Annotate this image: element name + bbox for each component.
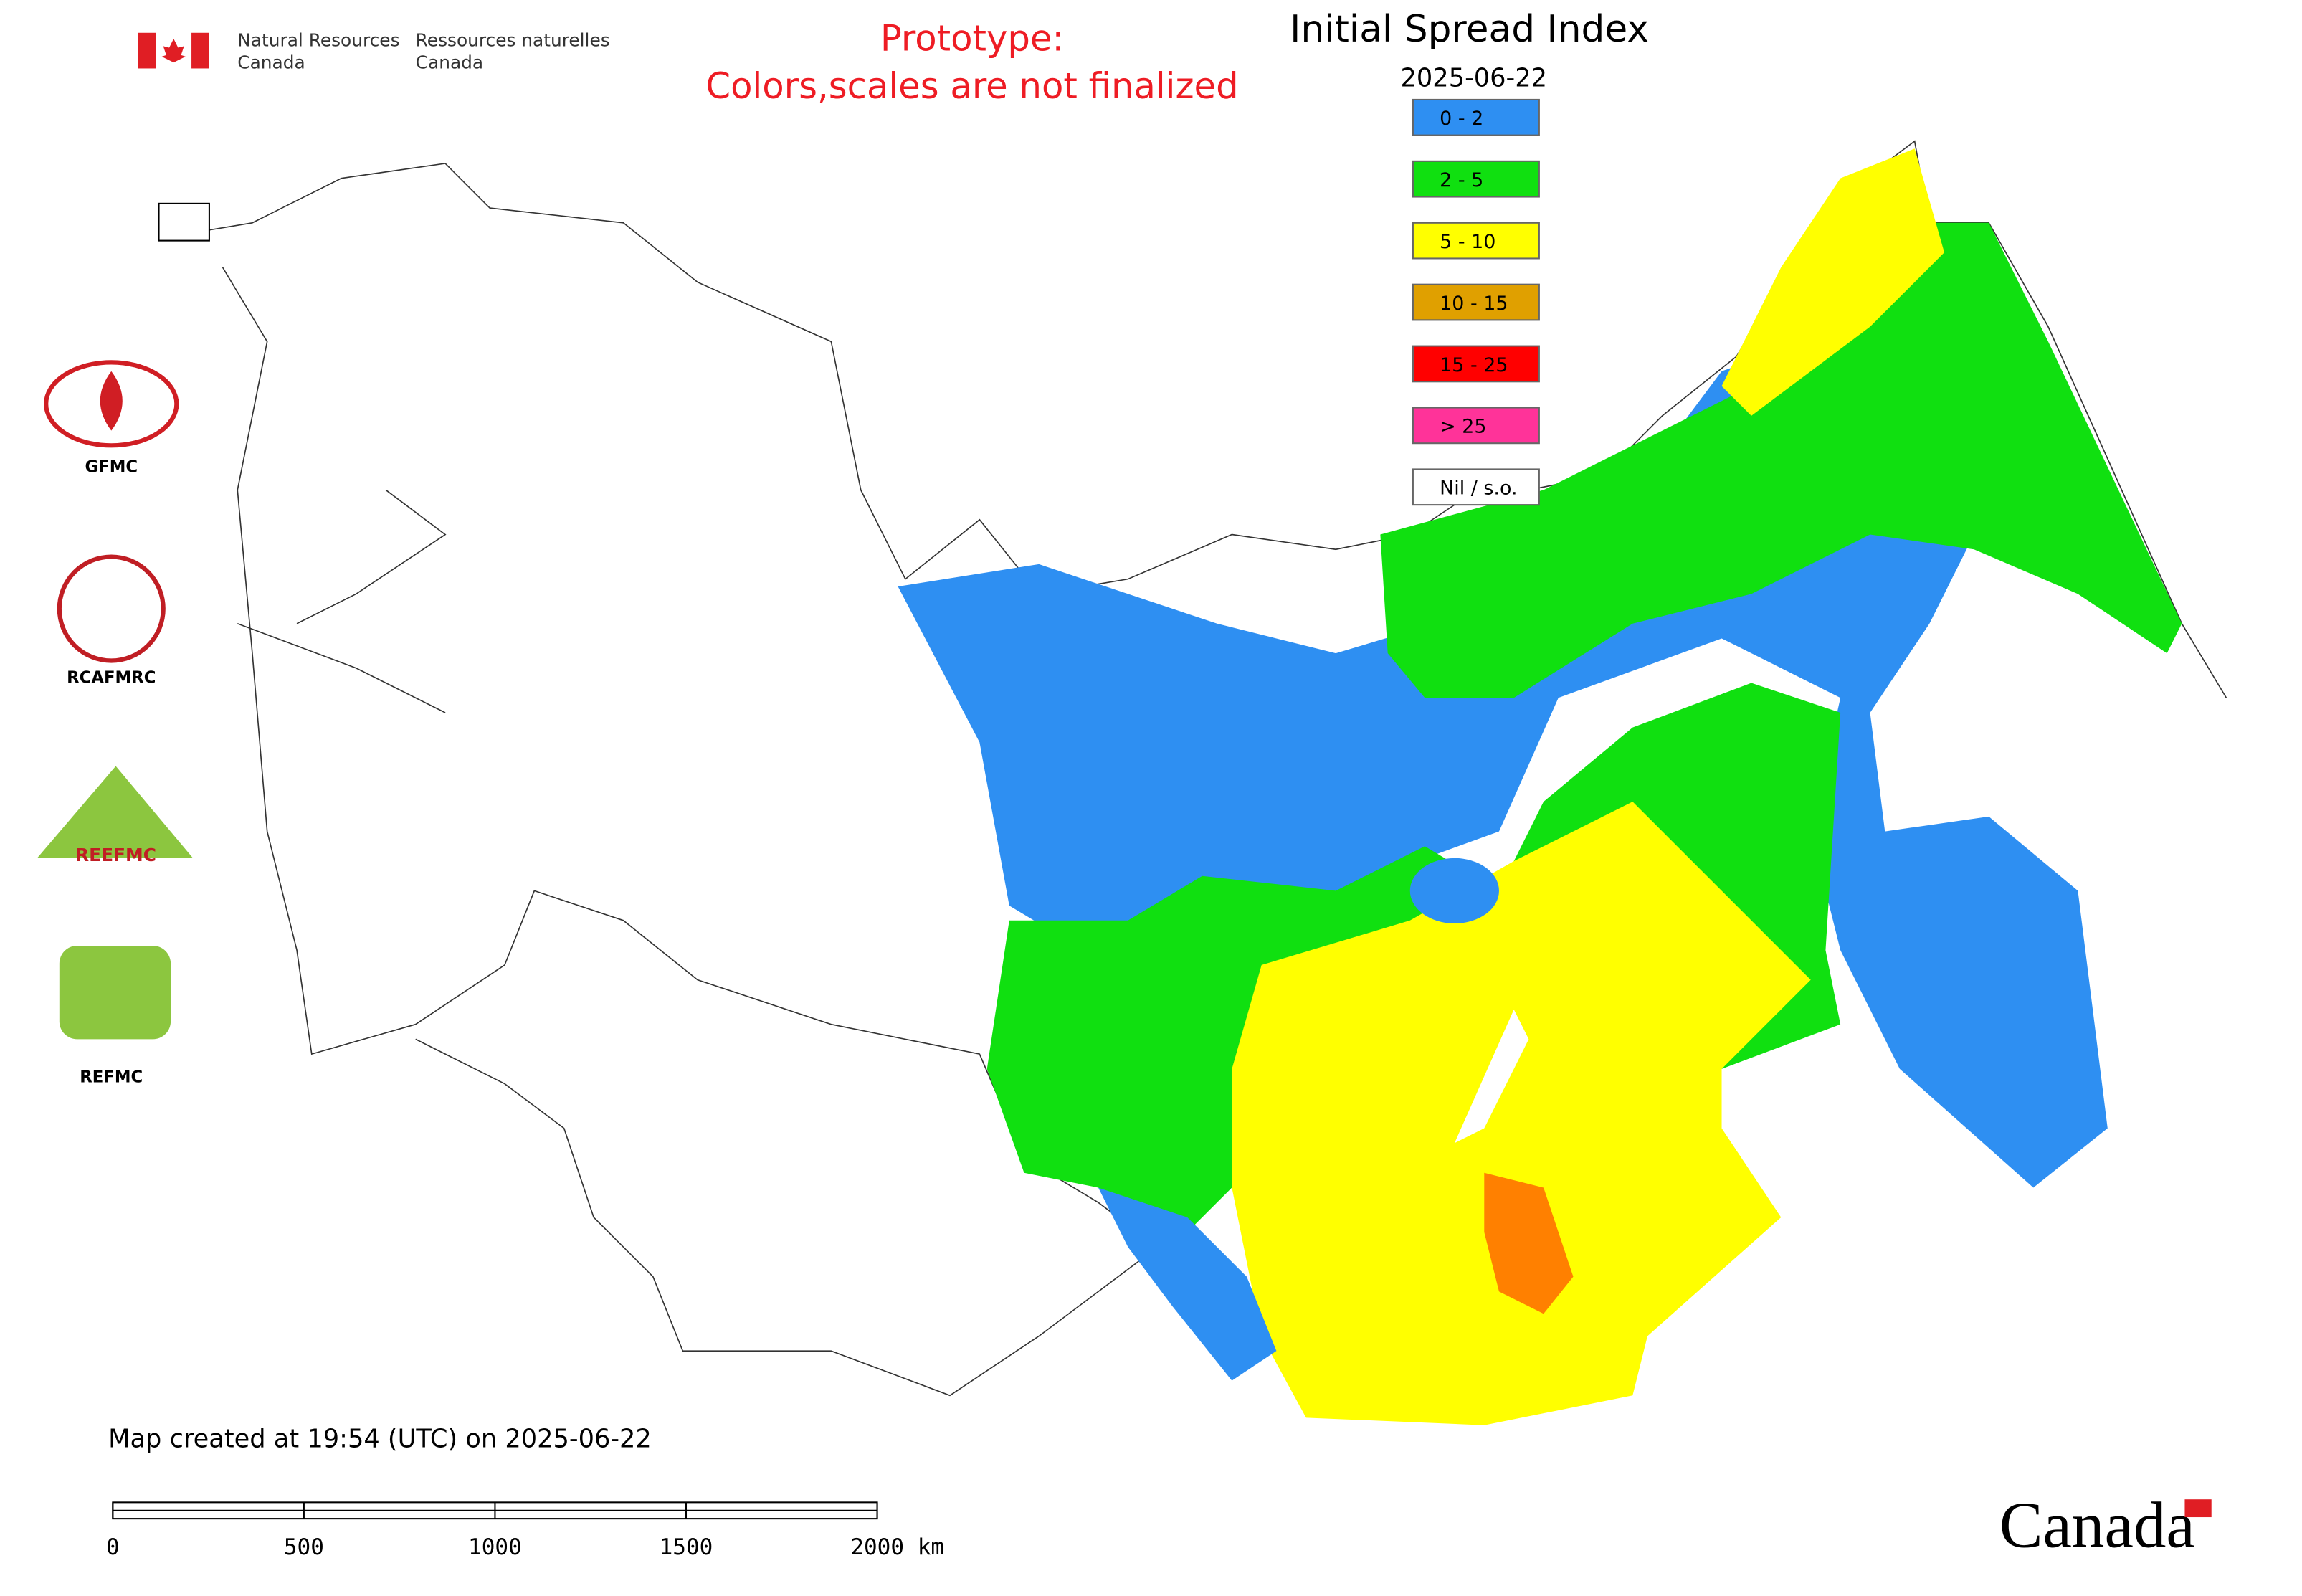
map-date: 2025-06-22 [1401, 63, 1548, 92]
legend-label: 0 - 2 [1440, 108, 1483, 130]
map-title: Initial Spread Index [1290, 8, 1649, 51]
scale-bar: 0 500 1000 1500 2000 km [106, 1501, 944, 1560]
logo-label: GFMC [85, 458, 138, 477]
canada-wordmark: Canada [1999, 1488, 2195, 1561]
index-map [898, 148, 2182, 1425]
logo-label: REFMC [80, 1068, 143, 1086]
legend-label: 10 - 15 [1440, 293, 1508, 315]
logos: GFMC RCAFMRC REEFMC REFMC [37, 202, 210, 1086]
logo-label: RCAFMRC [67, 669, 156, 688]
created-note: Map created at 19:54 (UTC) on 2025-06-22 [108, 1425, 652, 1454]
header: Natural Resources Canada Ressources natur… [138, 18, 1239, 107]
legend-label: > 25 [1440, 416, 1486, 438]
legend-label: Nil / s.o. [1440, 478, 1517, 500]
legend-swatch [1412, 345, 1540, 383]
notice: Colors,scales are not finalized [705, 65, 1238, 107]
legend-swatch [1412, 407, 1540, 445]
legend-swatch [1412, 468, 1540, 506]
scale-label: 0 [106, 1534, 120, 1560]
legend-swatch [1412, 98, 1540, 136]
department-fr: Ressources naturelles Canada [416, 29, 610, 72]
legend-swatch [1412, 283, 1540, 321]
department-en: Natural Resources Canada [237, 29, 399, 72]
scale-label: 500 [284, 1534, 324, 1560]
legend-swatch [1412, 222, 1540, 260]
legend-label: 2 - 5 [1440, 169, 1483, 191]
scale-label: 1000 [468, 1534, 522, 1560]
scale-label: 1500 [660, 1534, 713, 1560]
legend: 0 - 2 2 - 5 5 - 10 10 - 15 15 - 25 > 25 Nil / … [1412, 98, 1540, 506]
legend-label: 15 - 25 [1440, 354, 1508, 376]
logo-label: REEFMC [75, 845, 156, 865]
legend-label: 5 - 10 [1440, 231, 1495, 253]
legend-swatch [1412, 160, 1540, 198]
notice: Prototype: [880, 18, 1064, 60]
scale-label: 2000 km [850, 1534, 944, 1560]
